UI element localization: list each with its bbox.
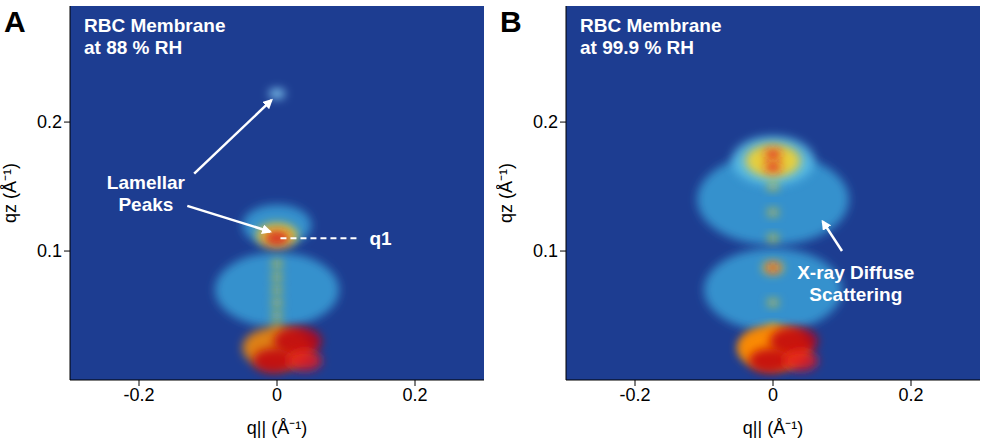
svg-text:A: A [4, 5, 26, 38]
svg-text:q1: q1 [369, 228, 392, 249]
svg-text:RBC Membraneat 99.9 % RH: RBC Membraneat 99.9 % RH [580, 15, 721, 58]
svg-text:0: 0 [272, 385, 282, 405]
svg-text:0.2: 0.2 [402, 385, 427, 405]
svg-text:0.2: 0.2 [898, 385, 923, 405]
svg-text:RBC Membraneat 88 % RH: RBC Membraneat 88 % RH [84, 15, 225, 58]
svg-text:0.2: 0.2 [533, 112, 558, 132]
svg-text:q|| (Å⁻¹): q|| (Å⁻¹) [247, 418, 307, 438]
svg-text:0.1: 0.1 [533, 241, 558, 261]
svg-text:B: B [500, 5, 522, 38]
svg-text:X-ray DiffuseScattering: X-ray DiffuseScattering [797, 262, 914, 305]
svg-text:q|| (Å⁻¹): q|| (Å⁻¹) [743, 418, 803, 438]
svg-text:LamellarPeaks: LamellarPeaks [107, 172, 186, 215]
svg-text:-0.2: -0.2 [123, 385, 154, 405]
svg-text:-0.2: -0.2 [619, 385, 650, 405]
svg-text:qz (Å⁻¹): qz (Å⁻¹) [0, 163, 20, 223]
svg-text:qz (Å⁻¹): qz (Å⁻¹) [496, 163, 516, 223]
svg-text:0.2: 0.2 [37, 112, 62, 132]
svg-text:0: 0 [768, 385, 778, 405]
svg-text:0.1: 0.1 [37, 241, 62, 261]
